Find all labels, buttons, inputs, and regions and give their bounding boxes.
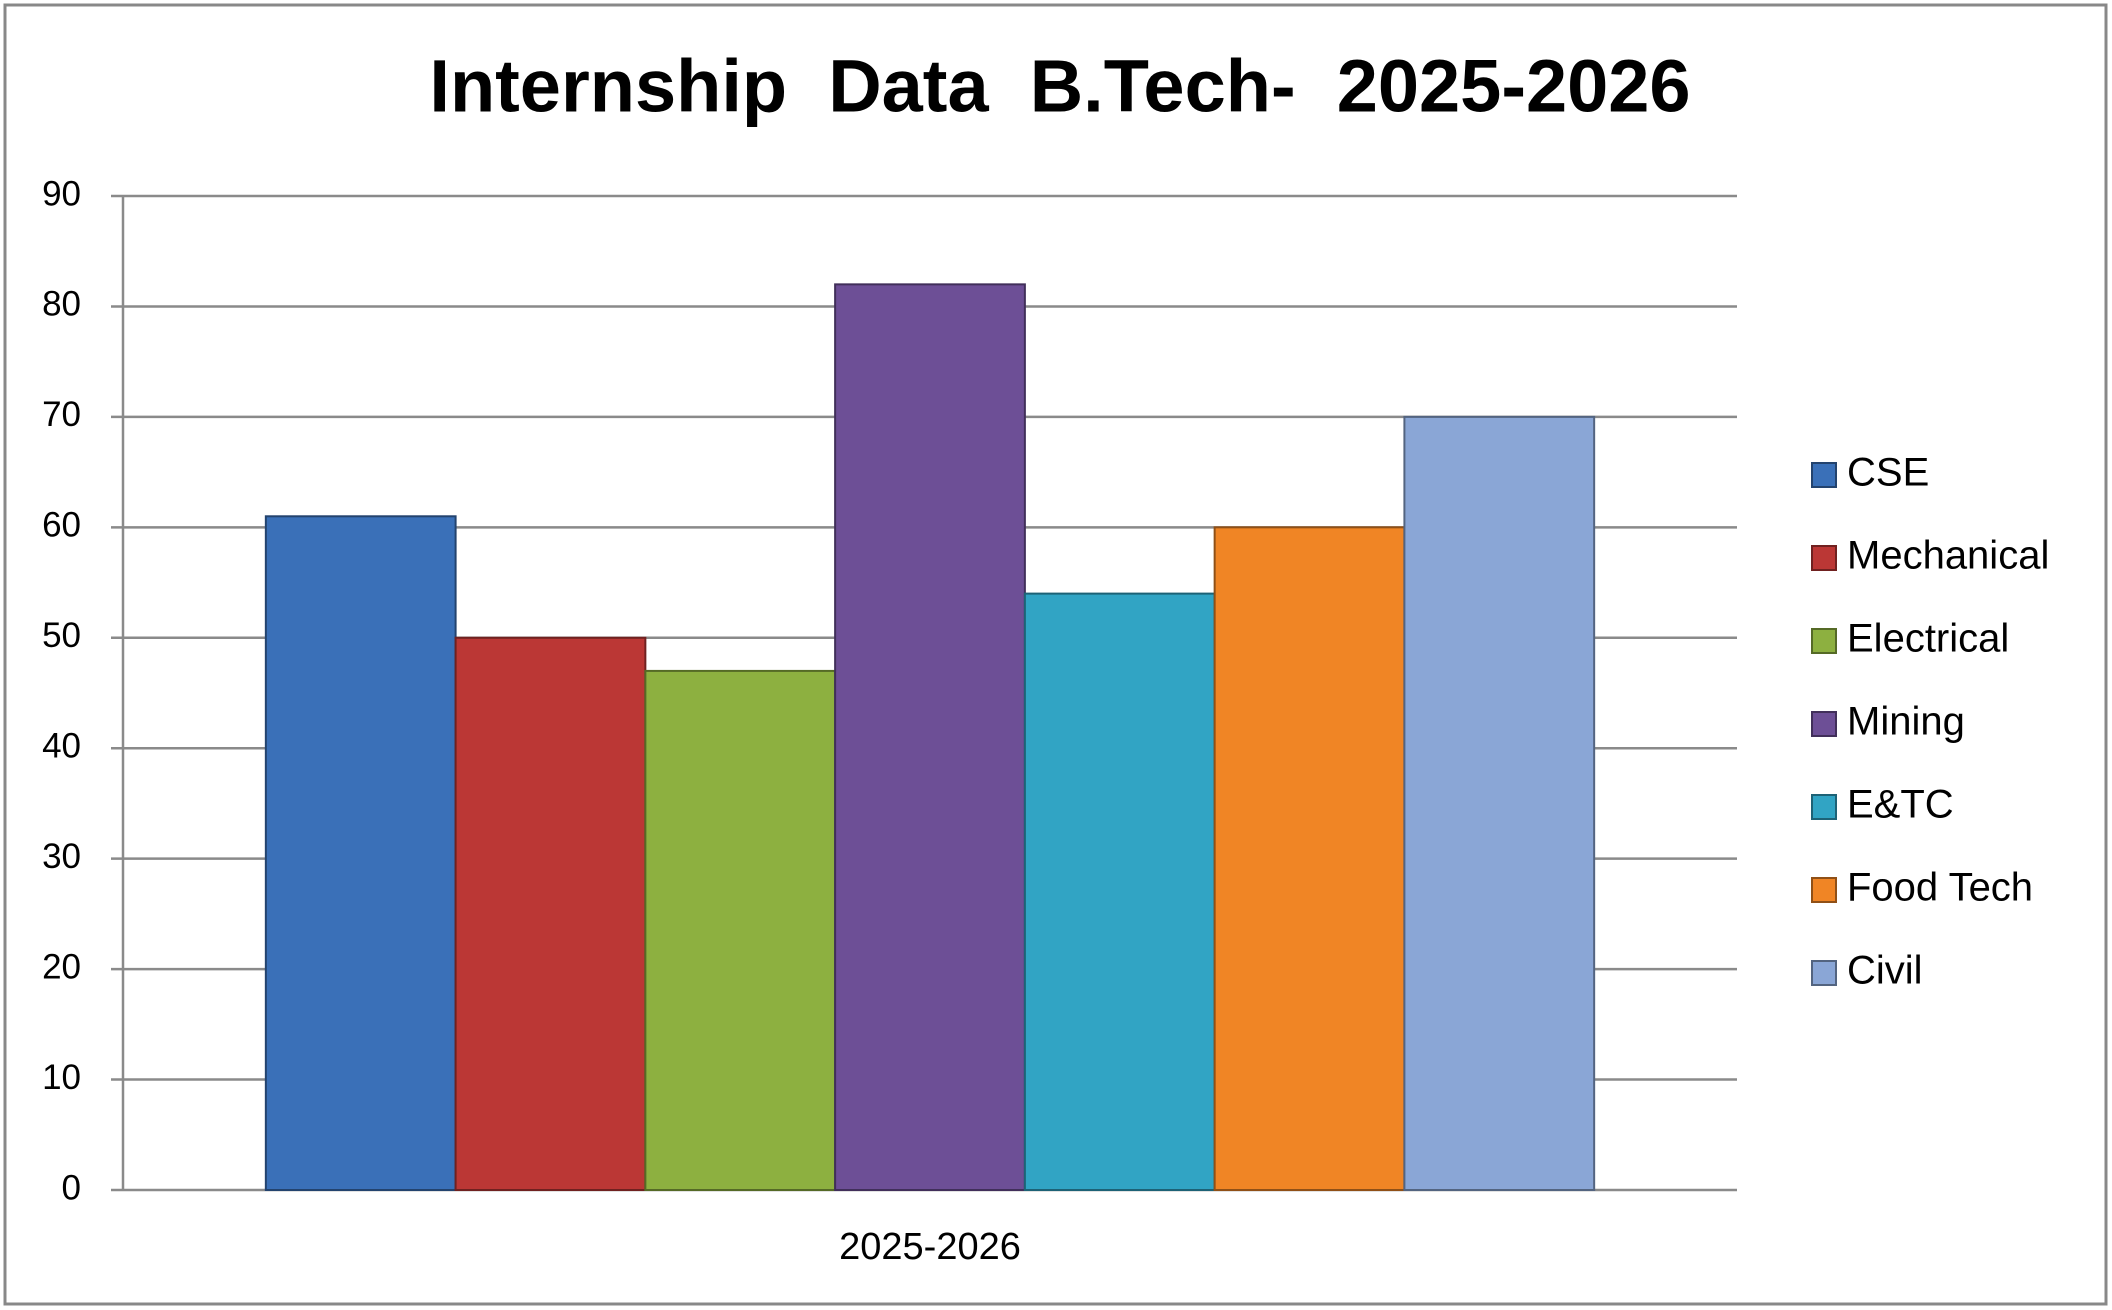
y-tick-label: 60	[42, 506, 81, 545]
legend-label: Mechanical	[1847, 534, 2049, 578]
y-tick-label: 90	[42, 174, 81, 213]
legend-label: Electrical	[1847, 617, 2009, 661]
bar	[834, 283, 1026, 1192]
legend-swatch	[1811, 794, 1837, 820]
y-tick-label: 40	[42, 726, 81, 765]
chart-title: Internship Data B.Tech- 2025-2026	[429, 45, 1690, 128]
y-tick-label: 30	[42, 837, 81, 876]
legend-swatch	[1811, 711, 1837, 737]
bar	[1023, 592, 1216, 1191]
bar	[644, 669, 837, 1191]
y-tick-label: 50	[42, 616, 81, 655]
bar	[1213, 526, 1406, 1191]
legend-swatch	[1811, 462, 1837, 488]
y-tick-label: 20	[42, 947, 81, 986]
legend-label: E&TC	[1847, 783, 1954, 827]
y-tick-label: 80	[42, 285, 81, 324]
legend-label: Civil	[1847, 949, 1923, 993]
legend-swatch	[1811, 628, 1837, 654]
legend-label: Food Tech	[1847, 866, 2033, 910]
bar	[454, 636, 647, 1191]
legend-label: CSE	[1847, 451, 1929, 495]
x-tick-label: 2025-2026	[839, 1226, 1021, 1268]
legend-label: Mining	[1847, 700, 1965, 744]
y-tick-label: 0	[62, 1168, 81, 1207]
legend-swatch	[1811, 877, 1837, 903]
bar	[264, 515, 457, 1191]
legend-swatch	[1811, 545, 1837, 571]
legend-swatch	[1811, 960, 1837, 986]
y-tick-label: 10	[42, 1058, 81, 1097]
bar	[1403, 415, 1596, 1191]
y-tick-label: 70	[42, 395, 81, 434]
